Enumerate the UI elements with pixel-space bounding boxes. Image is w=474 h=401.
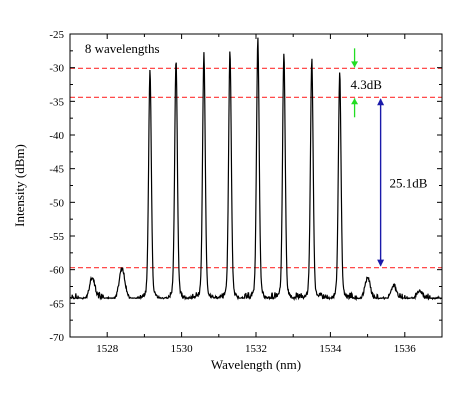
y-tick-label: -70: [49, 332, 64, 344]
y-tick-label: -55: [49, 231, 64, 243]
x-tick-label: 1536: [394, 343, 417, 355]
y-tick-label: -40: [49, 130, 64, 142]
delta-arrows: [351, 48, 385, 267]
y-tick-label: -30: [49, 63, 64, 75]
x-tick-label: 1534: [319, 343, 342, 355]
delta-large-arrow-top-head: [377, 98, 385, 106]
y-tick-label: -60: [49, 265, 64, 277]
delta-small-arrow-top-head: [351, 61, 359, 68]
x-tick-label: 1530: [171, 343, 194, 355]
y-tick-label: -65: [49, 298, 64, 310]
delta-large-arrow-bottom-head: [377, 259, 385, 267]
y-tick-label: -25: [49, 29, 64, 41]
x-tick-label: 1528: [96, 343, 119, 355]
annotation-delta-small: 4.3dB: [350, 77, 382, 92]
x-tick-label: 1532: [245, 343, 267, 355]
annotation-wavelength-count: 8 wavelengths: [85, 41, 160, 56]
reference-lines: [70, 67, 442, 269]
x-axis-ticks: 1528 1530 1532 1534 1536: [69, 34, 443, 355]
y-axis-ticks: -70 -65 -60 -55 -50 -45 -40 -35 -30 -25: [49, 29, 442, 344]
y-tick-label: -35: [49, 96, 64, 108]
y-tick-label: -45: [49, 164, 64, 176]
trace-layer: [69, 37, 443, 302]
annotation-delta-large: 25.1dB: [390, 175, 428, 190]
spectrum-trace: [69, 37, 443, 302]
x-axis-label: Wavelength (nm): [211, 357, 301, 372]
y-tick-label: -50: [49, 197, 64, 209]
y-axis-label: Intensity (dBm): [12, 144, 27, 227]
delta-small-arrow-bottom-head: [351, 98, 359, 105]
